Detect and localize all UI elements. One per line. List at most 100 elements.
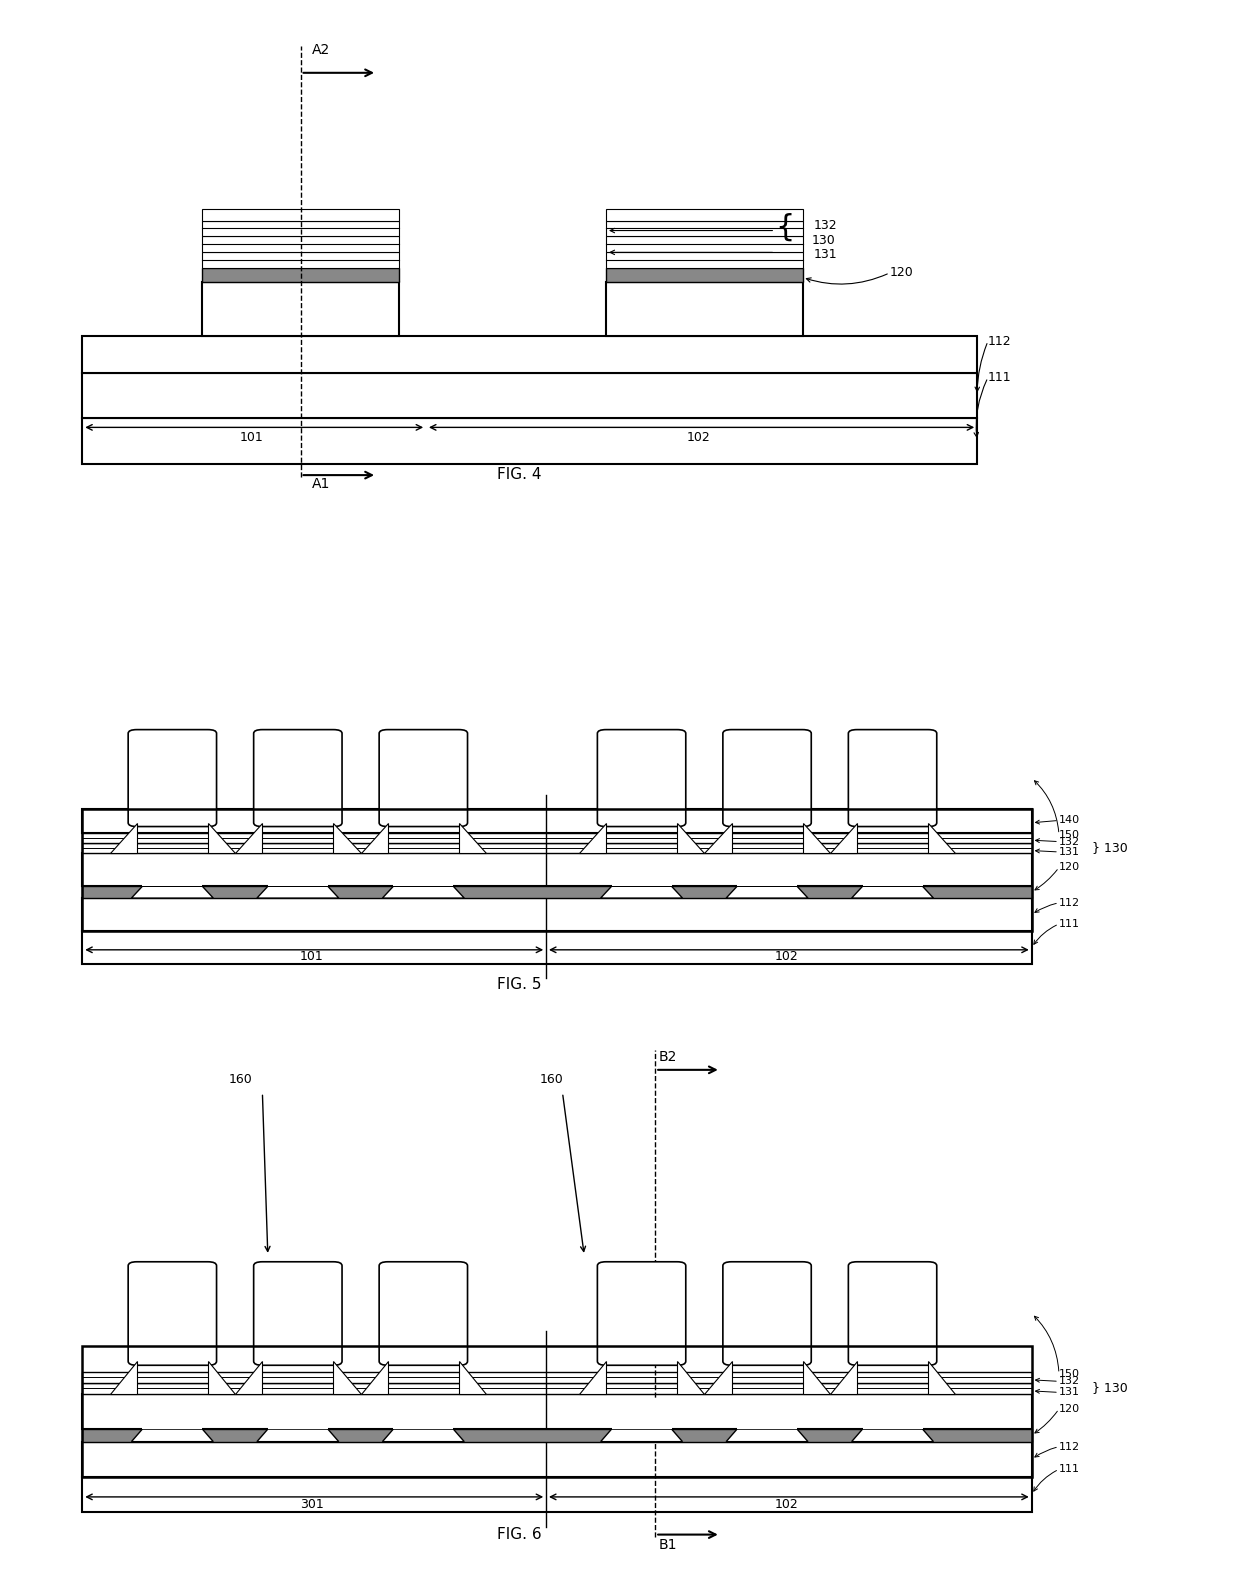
Bar [82, 1383, 1032, 1394]
Text: A2: A2 [311, 43, 330, 57]
Bar [82, 1477, 1032, 1512]
Text: 111: 111 [1059, 1464, 1080, 1474]
Polygon shape [802, 823, 830, 853]
Text: A1: A1 [311, 477, 330, 491]
Text: B2: B2 [658, 1050, 677, 1064]
Text: 150: 150 [1059, 829, 1080, 839]
Bar [606, 220, 802, 236]
Polygon shape [677, 823, 704, 853]
Bar [82, 853, 1032, 887]
Bar [606, 252, 802, 268]
FancyBboxPatch shape [723, 1262, 811, 1365]
Polygon shape [704, 823, 732, 853]
Bar [82, 1429, 1032, 1442]
Polygon shape [208, 823, 236, 853]
Polygon shape [830, 823, 857, 853]
Polygon shape [382, 887, 464, 898]
Polygon shape [677, 1361, 704, 1394]
Bar [82, 844, 1032, 853]
Bar [82, 809, 1032, 833]
Polygon shape [579, 823, 606, 853]
Text: FIG. 4: FIG. 4 [496, 467, 541, 482]
Bar [143, 1399, 202, 1429]
Text: 102: 102 [687, 431, 711, 443]
Bar [82, 418, 977, 464]
Text: 150: 150 [1059, 1369, 1080, 1378]
Bar [82, 1346, 1032, 1477]
Polygon shape [579, 1361, 606, 1394]
Text: 132: 132 [1059, 1376, 1080, 1386]
FancyBboxPatch shape [848, 1262, 936, 1365]
Bar [268, 1399, 327, 1429]
Text: } 130: } 130 [1091, 841, 1127, 853]
Bar [611, 858, 672, 887]
Polygon shape [802, 1361, 830, 1394]
Bar [863, 858, 923, 887]
Bar [82, 1442, 1032, 1477]
Bar [202, 209, 399, 220]
Bar [606, 236, 802, 252]
Polygon shape [830, 1361, 857, 1394]
Bar [82, 898, 1032, 931]
FancyBboxPatch shape [128, 1262, 217, 1365]
Text: {: { [775, 212, 795, 242]
Polygon shape [361, 1361, 388, 1394]
Bar [606, 268, 802, 282]
Text: 102: 102 [774, 1498, 799, 1510]
Bar [737, 1399, 797, 1429]
Polygon shape [727, 1429, 808, 1442]
Polygon shape [928, 823, 955, 853]
Text: 101: 101 [239, 431, 263, 443]
Polygon shape [459, 823, 486, 853]
Text: 160: 160 [539, 1073, 563, 1086]
Polygon shape [459, 1361, 486, 1394]
Text: 101: 101 [300, 951, 324, 963]
Text: 131: 131 [1059, 1388, 1080, 1397]
Text: 140: 140 [1059, 815, 1080, 826]
FancyBboxPatch shape [254, 1262, 342, 1365]
Polygon shape [852, 887, 934, 898]
Polygon shape [109, 823, 136, 853]
Text: 111: 111 [988, 372, 1012, 384]
Bar [202, 236, 399, 252]
Text: FIG. 5: FIG. 5 [496, 978, 541, 992]
Polygon shape [236, 823, 263, 853]
Polygon shape [131, 1429, 213, 1442]
Bar [863, 1399, 923, 1429]
Bar [82, 373, 977, 418]
Polygon shape [928, 1361, 955, 1394]
Text: 132: 132 [813, 219, 837, 231]
Bar [268, 858, 327, 887]
Bar [82, 833, 1032, 844]
Text: 102: 102 [774, 951, 799, 963]
Text: 301: 301 [300, 1498, 324, 1510]
Polygon shape [704, 1361, 732, 1394]
Bar [393, 858, 454, 887]
Polygon shape [382, 1429, 464, 1442]
Polygon shape [334, 823, 361, 853]
FancyBboxPatch shape [723, 729, 811, 826]
Text: 131: 131 [1059, 847, 1080, 857]
Bar [202, 282, 399, 337]
Text: 160: 160 [228, 1073, 253, 1086]
Polygon shape [109, 1361, 136, 1394]
Bar [82, 1394, 1032, 1429]
Polygon shape [334, 1361, 361, 1394]
Bar [82, 887, 1032, 898]
Text: 132: 132 [1059, 837, 1080, 847]
FancyBboxPatch shape [254, 729, 342, 826]
Bar [82, 337, 977, 373]
Text: 120: 120 [890, 266, 914, 279]
Bar [606, 209, 802, 220]
Text: 112: 112 [1059, 1442, 1080, 1451]
Text: 131: 131 [813, 249, 837, 262]
Polygon shape [208, 1361, 236, 1394]
Polygon shape [257, 1429, 339, 1442]
Text: FIG. 6: FIG. 6 [496, 1526, 541, 1542]
Polygon shape [257, 887, 339, 898]
Polygon shape [236, 1361, 263, 1394]
FancyBboxPatch shape [379, 729, 467, 826]
Polygon shape [600, 1429, 682, 1442]
Bar [606, 282, 802, 337]
FancyBboxPatch shape [598, 729, 686, 826]
